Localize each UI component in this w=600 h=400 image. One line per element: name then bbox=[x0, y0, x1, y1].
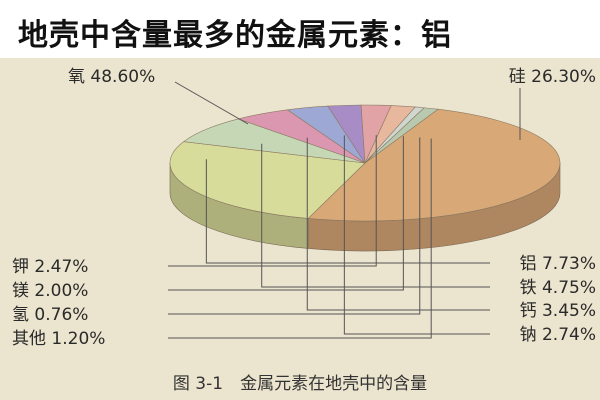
pie-chart: 氧 48.60% 硅 26.30% 铝 7.73% 铁 4.75% 钙 3.45% 钠 2… bbox=[12, 67, 596, 394]
leader-氧 bbox=[174, 81, 249, 125]
label-氧: 氧 48.60% bbox=[68, 67, 155, 87]
label-钠: 钠 2.74% bbox=[520, 325, 596, 345]
figure-panel: 氧 48.60% 硅 26.30% 铝 7.73% 铁 4.75% 钙 3.45% 钠 2… bbox=[0, 58, 600, 400]
pie-labels: 氧 48.60% 硅 26.30% 铝 7.73% 铁 4.75% 钙 3.45% 钠 2… bbox=[12, 67, 596, 349]
page-title: 地壳中含量最多的金属元素：铝 bbox=[18, 18, 452, 53]
title-band: 地壳中含量最多的金属元素：铝 bbox=[0, 0, 600, 58]
label-钙: 钙 3.45% bbox=[520, 301, 596, 321]
label-钾: 钾 2.47% bbox=[12, 257, 88, 277]
label-铁: 铁 4.75% bbox=[520, 278, 596, 298]
label-氢: 氢 0.76% bbox=[12, 305, 88, 325]
label-硅: 硅 26.30% bbox=[509, 67, 596, 87]
pie-slice-铝 bbox=[182, 118, 366, 164]
leader-其他 bbox=[168, 138, 432, 339]
leader-钙 bbox=[306, 137, 490, 311]
label-镁: 镁 2.00% bbox=[12, 281, 88, 301]
pie-slice-氧 bbox=[307, 108, 561, 222]
leader-铁 bbox=[261, 143, 490, 288]
label-其他: 其他 1.20% bbox=[12, 329, 105, 349]
leader-氢 bbox=[168, 137, 421, 315]
leader-钾 bbox=[168, 135, 377, 267]
leader-镁 bbox=[168, 136, 404, 291]
pie-slices bbox=[169, 104, 561, 222]
leader-钠 bbox=[343, 135, 490, 335]
pie-slice-其他 bbox=[364, 107, 439, 164]
leader-铝 bbox=[205, 159, 490, 264]
figure-caption: 图 3-1 金属元素在地壳中的含量 bbox=[173, 374, 427, 394]
pie-slice-硅 bbox=[169, 141, 366, 219]
label-铝: 铝 7.73% bbox=[520, 254, 596, 274]
